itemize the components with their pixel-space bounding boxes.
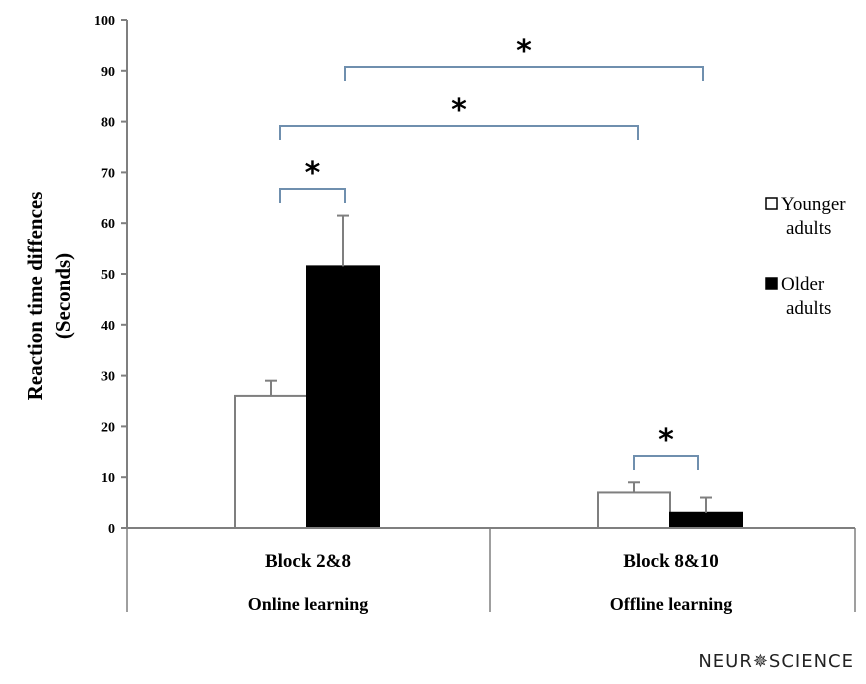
x-category-label: Block 8&10 [623,551,719,572]
legend: Younger adults Older adults [765,194,846,319]
x-group-label: Offline learning [610,594,733,614]
bar-older [306,265,380,529]
significance-bracket [633,455,699,470]
bar-younger [597,491,671,530]
y-tick-label: 0 [108,522,115,537]
y-tick-label: 50 [101,268,115,283]
y-tick-label: 10 [101,471,115,486]
legend-label-line1: Older [781,274,825,295]
bars [234,265,743,530]
bar-older [669,511,743,530]
significance-brackets: * * * * [279,34,704,470]
y-axis-title-line1: Reaction time diffences [23,192,47,401]
legend-label-line2: adults [786,218,831,239]
bar-younger [234,394,308,530]
y-tick-label: 80 [101,116,115,131]
x-category-label: Block 2&8 [265,551,351,572]
legend-swatch-older [765,277,778,290]
significance-bracket [279,188,346,203]
y-tick-label: 90 [101,65,115,80]
y-tick-label: 20 [101,420,115,435]
legend-swatch-younger [765,197,778,210]
error-bars [265,214,712,513]
significance-star: * [451,93,467,128]
significance-star: * [658,423,674,458]
significance-bracket [279,125,639,140]
x-axis-table: Block 2&8 Block 8&10 Online learning Offlin… [126,527,856,614]
significance-star: * [305,156,321,191]
y-tick-label: 60 [101,217,115,232]
legend-label-line1: Younger [781,194,846,215]
y-tick-label: 100 [94,14,115,29]
y-tick-label: 30 [101,370,115,385]
significance-star: * [516,34,532,69]
x-group-label: Online learning [248,594,369,614]
y-axis: 0 10 20 30 40 50 60 70 80 90 100 [94,14,128,537]
y-tick-label: 70 [101,166,115,181]
y-tick-label: 40 [101,319,115,334]
legend-label-line2: adults [786,298,831,319]
y-axis-title-line2: (Seconds) [51,253,75,339]
significance-bracket [344,66,704,81]
brand-logo: NEUR✵SCIENCE [698,651,854,672]
